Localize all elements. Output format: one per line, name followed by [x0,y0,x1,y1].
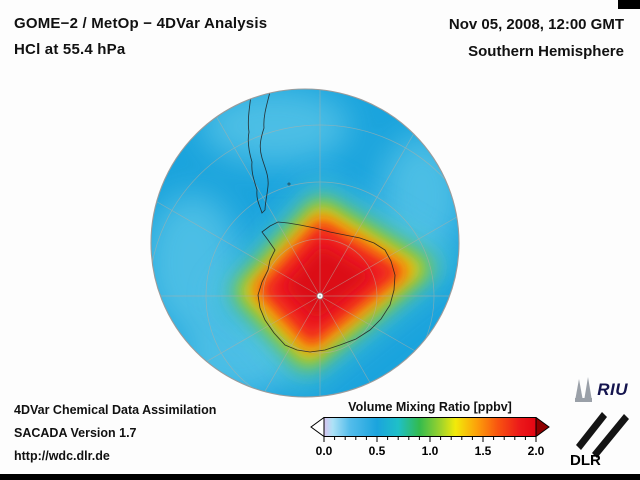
south-america-coastline [247,89,272,214]
colorbar-wrap: 0.0 0.5 1.0 1.5 2.0 [310,416,550,459]
coastlines [247,89,396,353]
plot-datetime: Nov 05, 2008, 12:00 GMT [448,16,624,33]
colorbar-ticks [323,436,537,442]
credit-line1: 4DVar Chemical Data Assimilation [14,403,217,417]
riu-logo: RIU [574,377,628,403]
colorbar-tick-labels: 0.0 0.5 1.0 1.5 2.0 [316,444,545,458]
plot-title-block: GOME−2 / MetOp − 4DVar Analysis HCl at 5… [14,11,267,63]
colorbar-title: Volume Mixing Ratio [ppbv] [348,400,512,414]
tick-label-1.5: 1.5 [475,444,492,458]
tick-label-1.0: 1.0 [422,444,439,458]
hemisphere-map [150,88,460,398]
plot-datetime-block: Nov 05, 2008, 12:00 GMT Southern Hemisph… [449,11,624,65]
light-cyan-regions [151,89,459,397]
plot-title-line1: GOME−2 / MetOp − 4DVar Analysis [14,15,268,32]
bottom-black-bar [0,474,640,480]
colorbar-right-arrow [535,416,550,438]
credit-line2: SACADA Version 1.7 [14,426,137,440]
dlr-emblem-icon: DLR [570,412,629,469]
tick-label-2.0: 2.0 [528,444,545,458]
tick-label-0.0: 0.0 [316,444,333,458]
credits-block: 4DVar Chemical Data Assimilation SACADA … [14,399,216,468]
tick-label-0.5: 0.5 [369,444,386,458]
plot-region: Southern Hemisphere [468,43,624,60]
island-speck [287,182,291,186]
globe-rim [150,88,460,398]
hcl-plume [212,178,459,391]
riu-cathedral-icon [575,377,593,402]
dlr-logo: DLR [568,407,632,472]
plot-title-line2: HCl at 55.4 hPa [14,41,126,58]
pole-marker [316,292,324,300]
colorbar-gradient-bar [323,417,537,437]
colorbar-left-arrow [310,416,325,438]
top-right-black-box [618,0,640,9]
dlr-logo-text: DLR [570,452,601,467]
credit-url: http://wdc.dlr.de [14,449,110,463]
riu-logo-text: RIU [597,380,628,399]
colorbar: 0.0 0.5 1.0 1.5 2.0 [310,416,550,458]
antarctica-coastline [257,221,396,353]
